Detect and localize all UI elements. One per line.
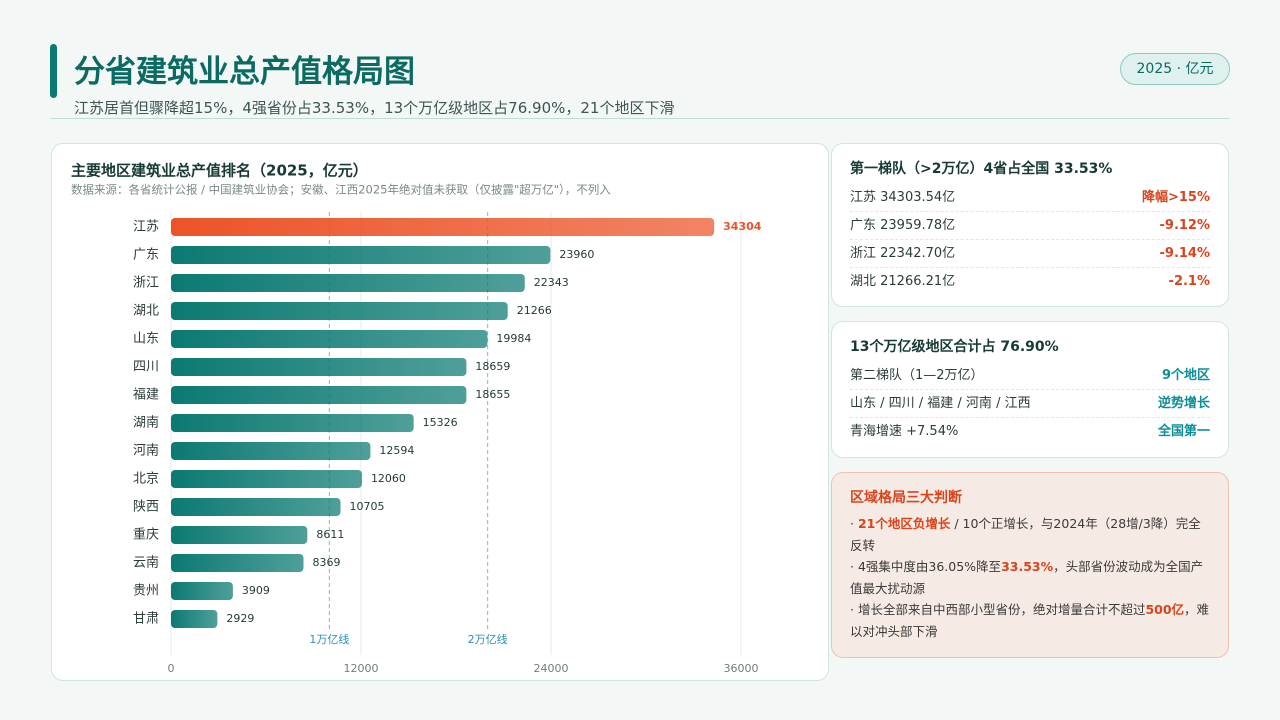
y-tick-label: 陕西 [133, 500, 159, 515]
value-label: 2929 [226, 612, 254, 625]
panel-row: 江苏 34303.54亿 降幅>15% [850, 184, 1210, 212]
bullet-highlight: 33.53% [1001, 559, 1054, 574]
bar [171, 526, 308, 544]
bullet-highlight: 21个地区负增长 [857, 516, 951, 531]
panel-row: 青海增速 +7.54% 全国第一 [850, 418, 1210, 445]
row-label: 第二梯队（1—2万亿） [850, 368, 984, 383]
row-label: 江苏 34303.54亿 [850, 190, 956, 205]
value-label: 34304 [723, 220, 762, 233]
bar [171, 498, 341, 516]
tier1-panel: 第一梯队（>2万亿）4省占全国 33.53% 江苏 34303.54亿 降幅>15%… [831, 143, 1229, 307]
y-tick-label: 北京 [133, 472, 159, 487]
x-tick-label: 0 [168, 662, 175, 675]
y-tick-label: 四川 [133, 360, 159, 375]
row-value: -9.12% [1159, 218, 1211, 233]
value-label: 15326 [423, 416, 458, 429]
panel-row: 广东 23959.78亿 -9.12% [850, 212, 1210, 240]
value-label: 3909 [242, 584, 270, 597]
bullet-text: ，难以对冲头部下滑 [850, 602, 1210, 639]
page-subtitle: 江苏居首但骤降超15%，4强省份占33.53%，13个万亿级地区占76.90%，… [74, 99, 675, 117]
value-label: 18659 [475, 360, 510, 373]
unit-badge: 2025 · 亿元 [1120, 53, 1230, 85]
value-label: 12060 [371, 472, 406, 485]
bullet-text: · 4强集中度由36.05%降至 [850, 559, 1002, 574]
row-label: 广东 23959.78亿 [850, 218, 956, 233]
x-tick-label: 12000 [344, 662, 379, 675]
bar [171, 610, 218, 628]
bullet-text: · 增长全部来自中西部小型省份，绝对增量合计不超过 [850, 602, 1146, 617]
y-tick-label: 云南 [133, 555, 159, 571]
y-tick-label: 广东 [133, 248, 159, 263]
bullet-text: / 10个正增长，与2024年（28增/3降）完全反转 [850, 516, 1201, 553]
bullet-highlight: 500亿 [1145, 602, 1185, 617]
value-label: 22343 [534, 276, 569, 289]
reference-label: 1万亿线 [309, 632, 349, 646]
value-label: 23960 [559, 248, 594, 261]
bullet-text: · [850, 516, 858, 531]
bullet-text: ，头部省份波动成为全国产值最大扰动源 [850, 559, 1204, 596]
bullet: · 4强集中度由36.05%降至33.53%，头部省份波动成为全国产值最大扰动源 [850, 556, 1210, 599]
judgement-panel: 区域格局三大判断 · 21个地区负增长 / 10个正增长，与2024年（28增/3… [831, 472, 1229, 658]
reference-label: 2万亿线 [468, 632, 508, 646]
y-tick-label: 贵州 [133, 584, 159, 599]
panel-row: 第二梯队（1—2万亿） 9个地区 [850, 362, 1210, 390]
value-label: 21266 [517, 304, 552, 317]
bar [171, 358, 467, 376]
row-value: 逆势增长 [1157, 396, 1210, 411]
bar [171, 386, 467, 404]
bar [171, 274, 525, 292]
row-label: 浙江 22342.70亿 [850, 246, 956, 261]
bar [171, 302, 508, 320]
row-label: 山东 / 四川 / 福建 / 河南 / 江西 [850, 396, 1031, 411]
row-label: 湖北 21266.21亿 [850, 274, 956, 289]
page-title: 分省建筑业总产值格局图 [74, 54, 415, 90]
y-tick-label: 湖北 [133, 304, 159, 319]
panel-title: 区域格局三大判断 [850, 490, 962, 506]
row-value: 全国第一 [1157, 424, 1210, 439]
panel-row: 山东 / 四川 / 福建 / 河南 / 江西 逆势增长 [850, 390, 1210, 418]
panel-title: 第一梯队（>2万亿）4省占全国 33.53% [850, 161, 1113, 177]
chart-subtitle: 数据来源：各省统计公报 / 中国建筑业协会；安徽、江西2025年绝对值未获取（仅… [71, 183, 611, 197]
bar [171, 582, 233, 600]
y-tick-label: 山东 [133, 332, 159, 347]
value-label: 19984 [496, 332, 531, 345]
bar [171, 330, 488, 348]
y-tick-label: 江苏 [133, 219, 159, 235]
value-label: 18655 [475, 388, 510, 401]
value-label: 12594 [379, 444, 414, 457]
panel-row: 湖北 21266.21亿 -2.1% [850, 268, 1210, 295]
row-value: 降幅>15% [1141, 190, 1210, 205]
x-tick-label: 36000 [724, 662, 759, 675]
panel-title: 13个万亿级地区合计占 76.90% [850, 339, 1059, 355]
row-value: -9.14% [1159, 246, 1211, 261]
bar [171, 554, 304, 572]
accent-bar [50, 44, 57, 98]
bar [171, 246, 551, 264]
y-tick-label: 福建 [133, 388, 159, 403]
y-tick-label: 浙江 [133, 276, 159, 291]
divider [50, 118, 1230, 119]
tier2-panel: 13个万亿级地区合计占 76.90% 第二梯队（1—2万亿） 9个地区山东 / 四川… [831, 321, 1229, 458]
chart-title: 主要地区建筑业总产值排名（2025，亿元） [71, 162, 368, 180]
bar [171, 442, 371, 460]
panel-row: 浙江 22342.70亿 -9.14% [850, 240, 1210, 268]
row-value: -2.1% [1168, 274, 1210, 289]
y-tick-label: 甘肃 [133, 612, 159, 627]
y-tick-label: 湖南 [133, 415, 159, 431]
value-label: 8369 [313, 556, 341, 569]
row-label: 青海增速 +7.54% [850, 424, 959, 439]
bar [171, 414, 414, 432]
bar [171, 470, 362, 488]
x-tick-label: 24000 [534, 662, 569, 675]
bullet: · 增长全部来自中西部小型省份，绝对增量合计不超过500亿，难以对冲头部下滑 [850, 599, 1210, 642]
value-label: 10705 [349, 500, 384, 513]
row-value: 9个地区 [1161, 368, 1210, 383]
value-label: 8611 [316, 528, 344, 541]
y-tick-label: 河南 [133, 443, 159, 459]
y-tick-label: 重庆 [133, 527, 159, 543]
bar [171, 218, 715, 236]
bullet: · 21个地区负增长 / 10个正增长，与2024年（28增/3降）完全反转 [850, 513, 1210, 556]
